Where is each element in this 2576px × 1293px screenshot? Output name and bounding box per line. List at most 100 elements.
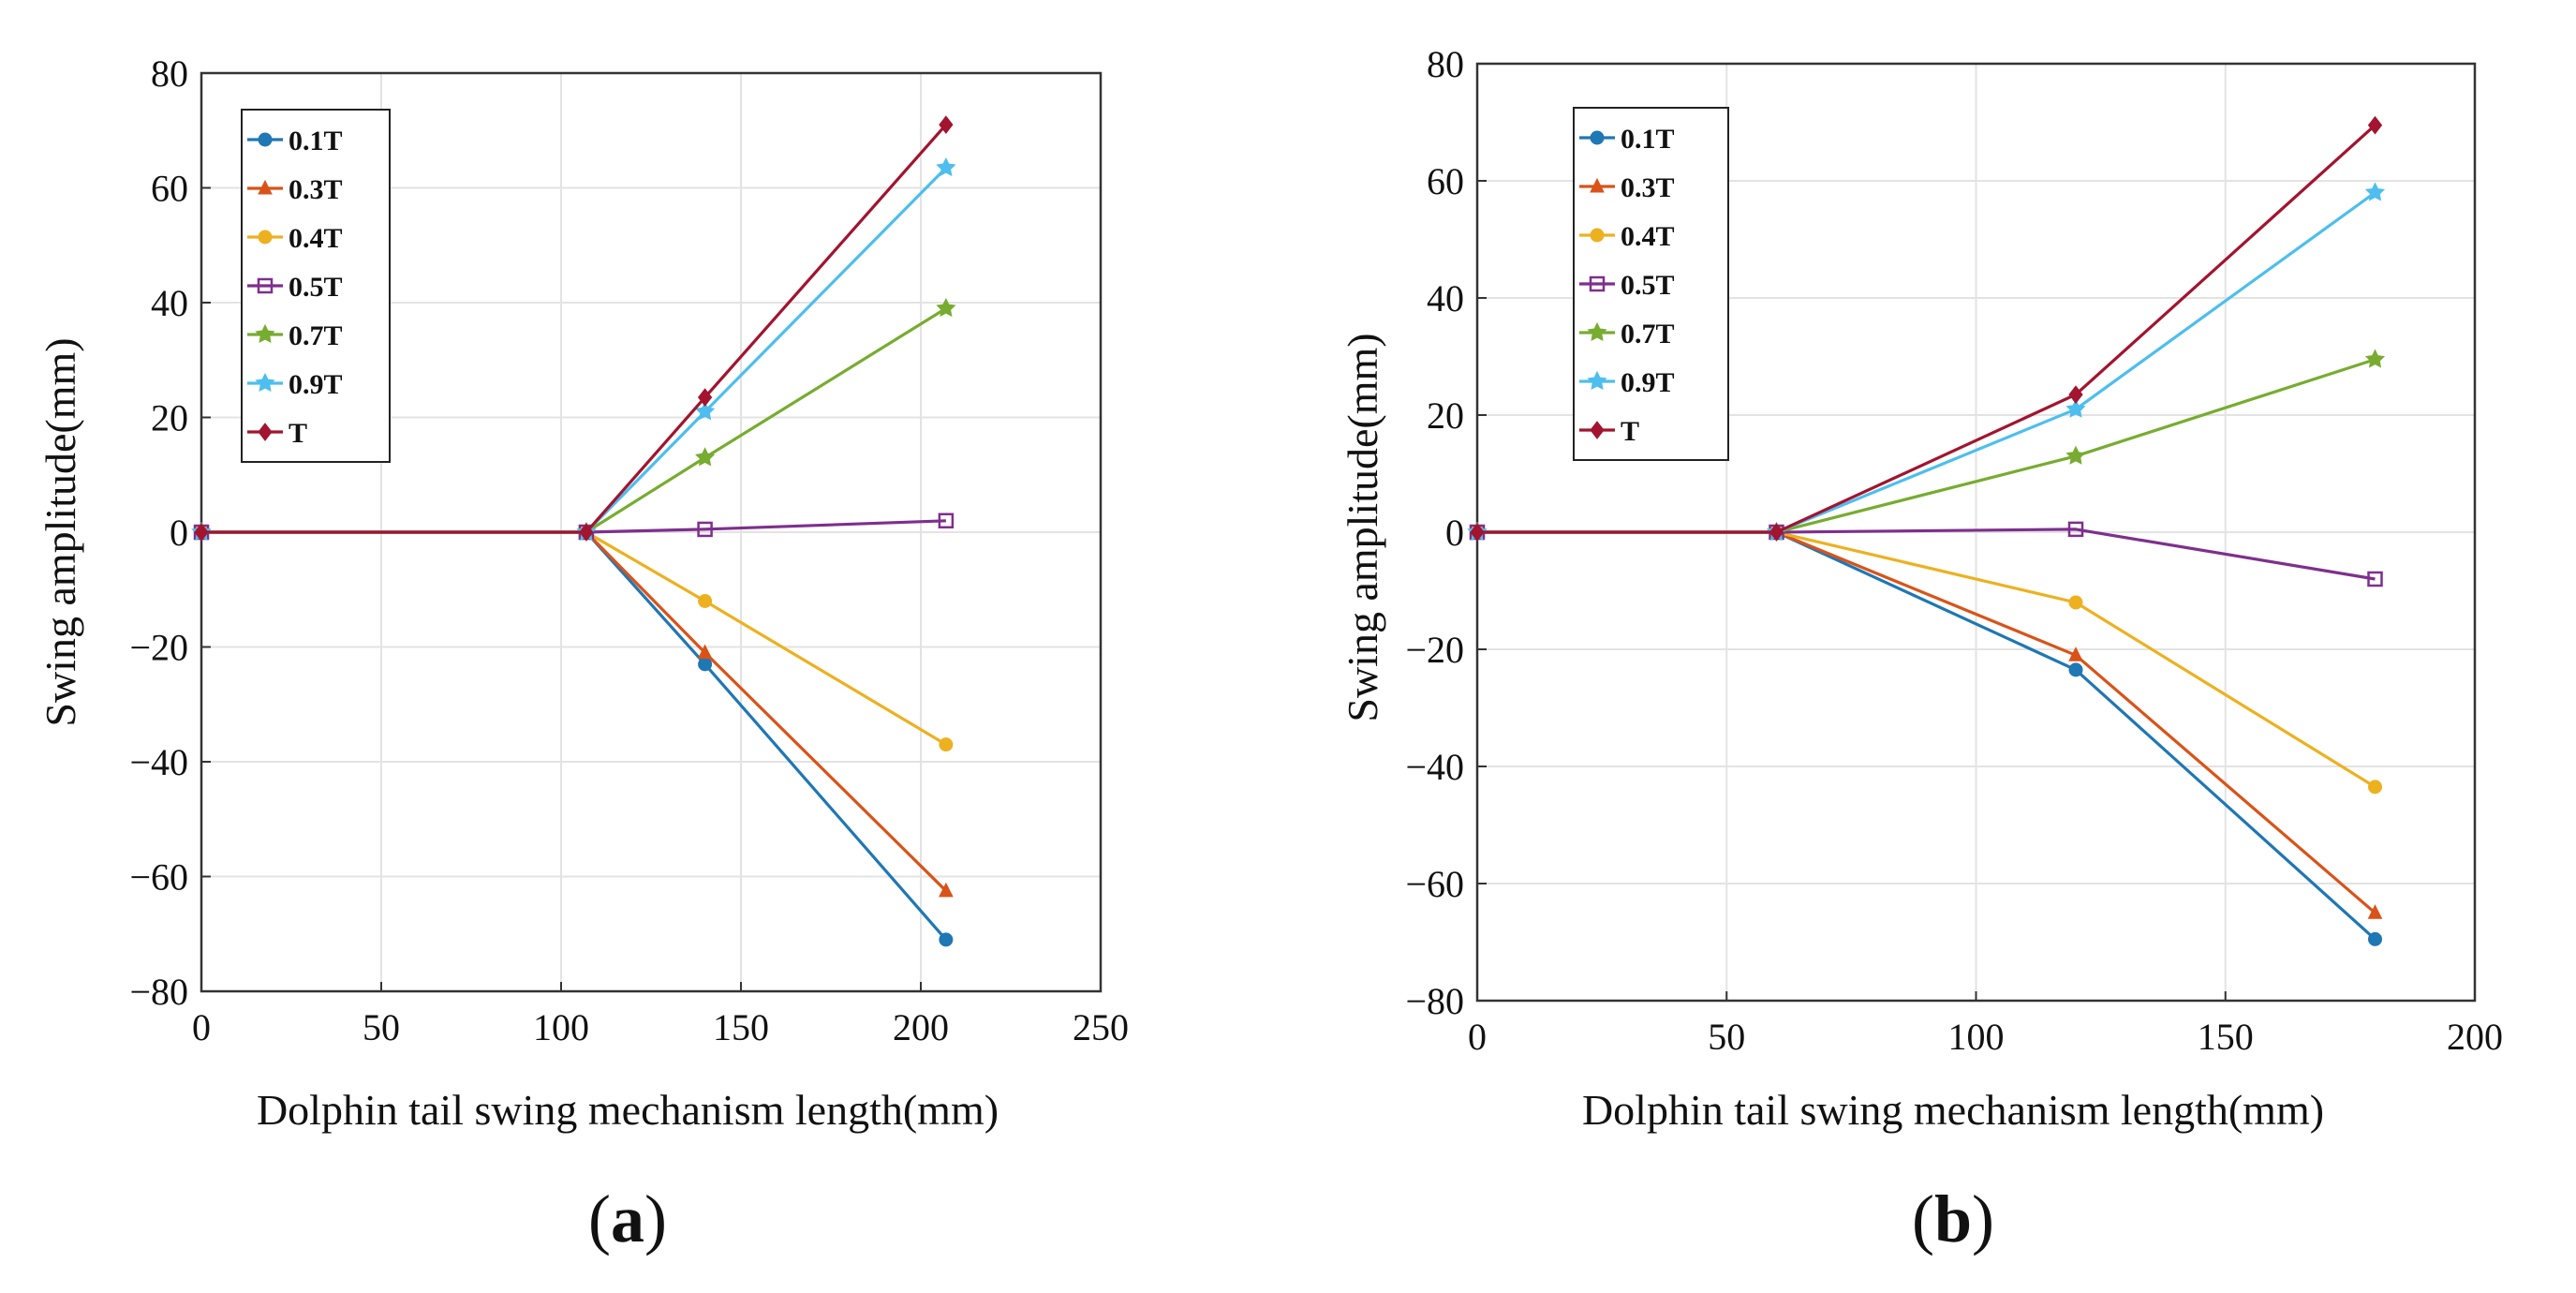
panel-label: (b) — [1912, 1182, 1994, 1256]
y-tick-label: −40 — [1405, 746, 1464, 788]
y-tick-label: 0 — [170, 512, 188, 554]
x-axis-title: Dolphin tail swing mechanism length(mm) — [257, 1086, 999, 1134]
legend-label: 0.9T — [289, 369, 343, 400]
y-axis-title: Swing amplitude(mm) — [1339, 333, 1386, 721]
data-point — [2068, 646, 2083, 661]
legend-label: T — [1621, 416, 1639, 447]
data-point — [936, 297, 956, 318]
x-tick-label: 150 — [2198, 1016, 2254, 1058]
data-point — [697, 644, 713, 660]
legend-label: 0.7T — [1621, 319, 1675, 349]
legend-marker — [258, 179, 273, 195]
legend-label: 0.4T — [289, 223, 343, 254]
data-point — [698, 594, 713, 608]
legend-label: 0.5T — [1621, 270, 1675, 301]
data-point — [2364, 182, 2386, 201]
y-axis-title: Swing amplitude(mm) — [37, 337, 84, 726]
data-point — [2067, 521, 2084, 538]
x-axis-title: Dolphin tail swing mechanism length(mm) — [1582, 1086, 2324, 1134]
legend-marker — [255, 323, 275, 344]
y-tick-label: 40 — [1427, 277, 1464, 320]
legend-marker — [257, 277, 274, 294]
x-tick-label: 0 — [1468, 1016, 1487, 1058]
data-point — [698, 657, 713, 672]
series-T — [1470, 115, 2383, 542]
data-point — [939, 932, 954, 947]
legend-marker — [258, 230, 273, 245]
y-tick-label: 20 — [1427, 394, 1464, 437]
legend-marker — [1590, 228, 1605, 243]
y-tick-label: −60 — [1405, 863, 1464, 905]
x-tick-label: 50 — [363, 1006, 400, 1048]
x-tick-label: 250 — [1073, 1006, 1129, 1048]
x-tick-label: 200 — [2447, 1016, 2503, 1058]
data-point — [936, 156, 956, 177]
series-line — [1477, 124, 2376, 534]
data-point — [695, 401, 716, 421]
legend-label: 0.4T — [1621, 221, 1675, 252]
x-tick-label: 150 — [713, 1006, 769, 1048]
x-tick-label: 0 — [192, 1006, 211, 1048]
data-point — [2068, 662, 2083, 677]
legend-marker — [1590, 421, 1605, 439]
data-point — [579, 523, 594, 542]
legend-marker — [258, 132, 273, 147]
chart-panel-b: 0 50 100 150 200 −80 −60 −40 −20 0 20 40 60 80 0.1T 0.3… — [1339, 43, 2503, 1256]
legend-label: 0.7T — [289, 320, 343, 351]
legend-label: 0.5T — [289, 272, 343, 303]
legend-marker — [1590, 177, 1605, 193]
data-point — [1769, 523, 1784, 542]
x-tick-label: 100 — [533, 1006, 589, 1048]
data-point — [939, 737, 954, 752]
x-tick-label: 100 — [1948, 1016, 2005, 1058]
y-tick-label: −80 — [129, 971, 188, 1013]
data-point — [2364, 349, 2386, 368]
data-point — [2367, 115, 2383, 135]
chart-panel-a: 0 50 100 150 200 250 −80 −60 −40 −20 0 20 40 60 80 0.1T… — [37, 52, 1129, 1256]
data-point — [939, 115, 954, 134]
data-point — [697, 388, 713, 407]
data-point — [2068, 595, 2083, 610]
data-point — [1470, 523, 1485, 542]
legend: 0.1T 0.3T 0.4T 0.5T 0.7T 0.9T T — [241, 109, 391, 463]
legend-label: T — [289, 418, 307, 449]
legend-label: 0.1T — [1621, 124, 1675, 155]
legend-label: 0.9T — [1621, 367, 1675, 398]
legend-marker — [1587, 370, 1607, 391]
y-tick-label: 40 — [151, 282, 188, 324]
y-tick-label: 80 — [151, 52, 188, 95]
legend-marker — [1587, 321, 1607, 342]
legend-label: 0.1T — [289, 126, 343, 156]
legend-marker — [255, 372, 275, 393]
y-tick-label: 60 — [1427, 160, 1464, 202]
data-point — [2368, 780, 2382, 795]
data-point — [2065, 398, 2086, 418]
y-tick-label: 60 — [151, 168, 188, 210]
x-tick-label: 50 — [1708, 1016, 1745, 1058]
data-point — [2367, 904, 2383, 919]
y-tick-label: −80 — [1405, 980, 1464, 1022]
data-point — [2068, 385, 2083, 404]
data-point — [2367, 571, 2383, 587]
legend: 0.1T 0.3T 0.4T 0.5T 0.7T 0.9T T — [1573, 107, 1729, 461]
data-point — [939, 882, 954, 898]
data-point — [695, 447, 716, 467]
series-T — [194, 115, 954, 542]
legend-marker — [1589, 275, 1606, 292]
y-tick-label: −40 — [129, 741, 188, 783]
y-tick-label: 20 — [151, 397, 188, 439]
series-line — [201, 124, 948, 534]
legend-marker — [258, 423, 273, 441]
legend-marker — [1590, 130, 1605, 145]
panel-label: (a) — [588, 1182, 667, 1256]
y-tick-label: −20 — [1405, 629, 1464, 671]
data-point — [697, 521, 713, 538]
legend-label: 0.3T — [289, 174, 343, 205]
legend-label: 0.3T — [1621, 172, 1675, 203]
data-point — [2065, 445, 2086, 465]
y-tick-label: 80 — [1427, 43, 1464, 85]
y-tick-label: −20 — [129, 627, 188, 669]
data-point — [2368, 931, 2382, 946]
x-tick-label: 200 — [893, 1006, 949, 1048]
